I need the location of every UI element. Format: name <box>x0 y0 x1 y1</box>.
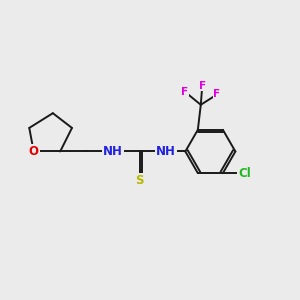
Text: F: F <box>181 86 188 97</box>
Text: F: F <box>213 89 220 100</box>
Text: O: O <box>29 145 39 158</box>
Text: NH: NH <box>103 145 123 158</box>
Text: Cl: Cl <box>238 167 251 180</box>
Text: S: S <box>135 174 144 188</box>
Text: F: F <box>199 81 206 91</box>
Text: NH: NH <box>156 145 176 158</box>
